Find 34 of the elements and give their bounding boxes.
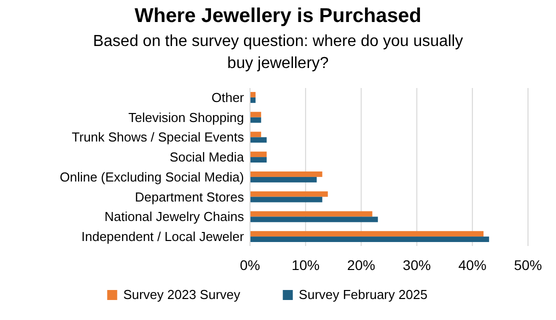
bar bbox=[250, 196, 322, 202]
bar bbox=[250, 97, 256, 103]
bar bbox=[250, 92, 256, 98]
y-tick-label: National Jewelry Chains bbox=[104, 209, 244, 224]
y-tick-label: Social Media bbox=[170, 150, 245, 165]
y-tick-label: Television Shopping bbox=[128, 110, 244, 125]
legend-label: Survey 2023 Survey bbox=[123, 287, 241, 302]
x-tick-label: 50% bbox=[514, 257, 542, 273]
chart-subtitle: Based on the survey question: where do you usually buy jewellery? bbox=[92, 33, 464, 72]
bar bbox=[250, 132, 262, 138]
x-tick-label: 30% bbox=[402, 257, 431, 273]
bar bbox=[250, 191, 328, 197]
bar bbox=[250, 236, 490, 242]
legend-label: Survey February 2025 bbox=[298, 287, 428, 302]
bar bbox=[250, 216, 378, 222]
bar bbox=[250, 171, 322, 177]
bar bbox=[250, 211, 372, 217]
bar bbox=[250, 152, 267, 158]
x-tick-label: 20% bbox=[347, 257, 376, 273]
bar bbox=[250, 157, 267, 163]
x-tick-label: 10% bbox=[292, 257, 320, 273]
y-tick-label: Online (Excluding Social Media) bbox=[60, 169, 244, 184]
bar bbox=[250, 176, 317, 182]
bar bbox=[250, 112, 262, 118]
x-tick-label: 40% bbox=[458, 257, 486, 273]
bar bbox=[250, 231, 484, 237]
chart-title: Where Jewellery is Purchased bbox=[134, 5, 422, 27]
bar bbox=[250, 137, 267, 143]
y-tick-label: Independent / Local Jeweler bbox=[81, 229, 245, 244]
x-tick-label: 0% bbox=[240, 257, 260, 273]
y-tick-label: Department Stores bbox=[134, 189, 244, 204]
bar bbox=[250, 117, 262, 123]
y-tick-label: Other bbox=[211, 90, 245, 105]
y-tick-label: Trunk Shows / Special Events bbox=[72, 130, 244, 145]
